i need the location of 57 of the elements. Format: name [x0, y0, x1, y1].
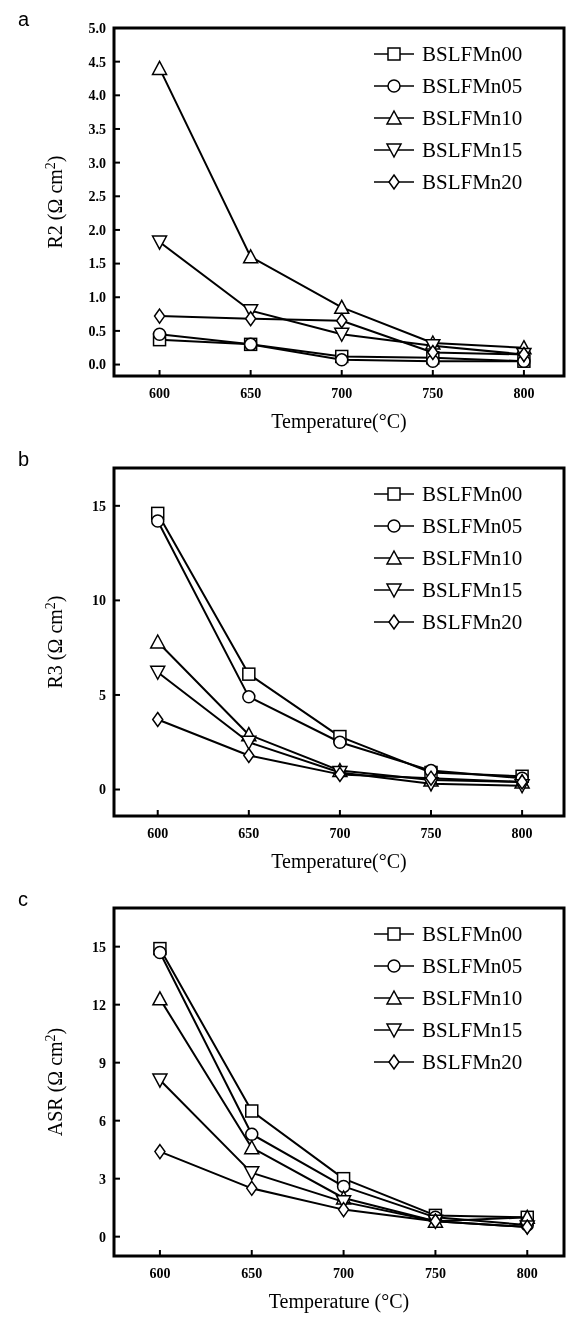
y-tick-label: 0.0: [88, 357, 106, 373]
legend-label: BSLFMn15: [422, 138, 523, 163]
legend-label: BSLFMn10: [422, 106, 523, 131]
legend-label: BSLFMn20: [422, 610, 523, 635]
y-tick-label: 9: [99, 1055, 106, 1071]
x-tick-label: 750: [420, 826, 442, 841]
x-axis-title: Temperature(°C): [271, 410, 407, 433]
legend-label: BSLFMn15: [422, 578, 523, 603]
y-tick-label: 4.5: [88, 54, 106, 70]
y-tick-label: 15: [92, 498, 106, 514]
legend-label: BSLFMn20: [422, 1050, 523, 1075]
chart-title: a: [18, 8, 30, 30]
x-tick-label: 650: [241, 1266, 263, 1281]
legend-label: BSLFMn20: [422, 170, 523, 195]
x-tick-label: 600: [149, 386, 171, 401]
y-tick-label: 4.0: [88, 88, 106, 104]
y-tick-label: 12: [92, 997, 106, 1013]
x-tick-label: 800: [513, 386, 535, 401]
legend-label: BSLFMn15: [422, 1018, 523, 1043]
y-tick-label: 6: [99, 1113, 106, 1129]
y-tick-label: 3: [99, 1171, 106, 1187]
x-tick-label: 750: [424, 1266, 446, 1281]
legend-label: BSLFMn00: [422, 922, 523, 947]
x-tick-label: 750: [422, 386, 444, 401]
y-tick-label: 5: [99, 687, 106, 703]
y-tick-label: 5.0: [88, 20, 106, 36]
legend-label: BSLFMn05: [422, 74, 523, 99]
legend-label: BSLFMn10: [422, 546, 523, 571]
x-axis-title: Temperature(°C): [271, 850, 407, 873]
legend-label: BSLFMn05: [422, 954, 523, 979]
x-tick-label: 600: [147, 826, 169, 841]
legend-label: BSLFMn00: [422, 42, 523, 67]
legend-label: BSLFMn10: [422, 986, 523, 1011]
y-tick-label: 1.5: [88, 256, 106, 272]
y-tick-label: 2.5: [88, 189, 106, 205]
x-tick-label: 600: [149, 1266, 171, 1281]
x-tick-label: 700: [329, 826, 351, 841]
y-tick-label: 2.0: [88, 222, 106, 238]
y-tick-label: 10: [92, 593, 106, 609]
x-tick-label: 650: [238, 826, 260, 841]
y-tick-label: 1.0: [88, 290, 106, 306]
y-tick-label: 0: [99, 1229, 106, 1245]
y-tick-label: 3.5: [88, 121, 106, 137]
y-tick-label: 15: [92, 939, 106, 955]
chart-title: c: [18, 888, 28, 910]
x-tick-label: 800: [511, 826, 533, 841]
y-tick-label: 0.5: [88, 323, 106, 339]
x-tick-label: 700: [331, 386, 353, 401]
legend-label: BSLFMn00: [422, 482, 523, 507]
x-tick-label: 650: [240, 386, 262, 401]
chart-title: b: [18, 448, 30, 470]
y-tick-label: 3.0: [88, 155, 106, 171]
x-tick-label: 700: [333, 1266, 355, 1281]
x-axis-title: Temperature (°C): [268, 1290, 410, 1313]
y-tick-label: 0: [99, 782, 106, 798]
legend-label: BSLFMn05: [422, 514, 523, 539]
x-tick-label: 800: [516, 1266, 538, 1281]
